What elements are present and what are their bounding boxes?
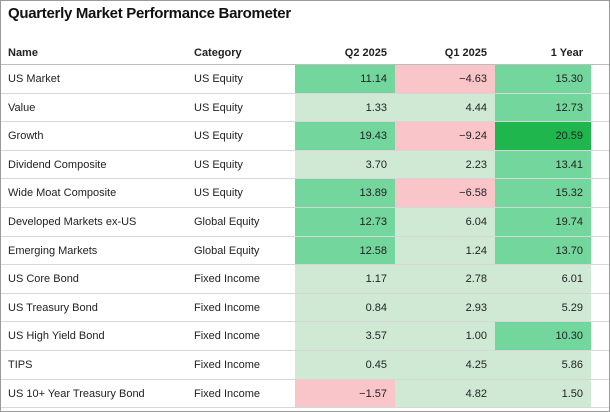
header-separator — [1, 64, 609, 65]
column-header: Q2 2025 — [344, 47, 387, 59]
row-separator — [1, 92, 609, 94]
row-name: TIPS — [8, 359, 33, 371]
row-name: US Treasury Bond — [8, 301, 98, 314]
row-name: Value — [8, 101, 36, 114]
value-cell: −4.63 — [395, 65, 495, 93]
value-cell: 4.82 — [395, 379, 495, 408]
value-cell: 12.58 — [295, 236, 395, 265]
value-cell: 15.32 — [495, 179, 591, 207]
value-cell: 4.44 — [395, 93, 495, 122]
row-separator — [1, 264, 609, 266]
row-name: Developed Markets ex-US — [8, 216, 137, 228]
value-cell: −9.24 — [395, 122, 495, 150]
value-cell: 13.41 — [495, 150, 591, 179]
row-category: Fixed Income — [194, 301, 261, 314]
value-cell: 13.70 — [495, 236, 591, 265]
value-cell: 20.59 — [495, 122, 591, 150]
value-cell: 10.30 — [495, 322, 591, 350]
value-cell: 1.50 — [495, 379, 591, 408]
value-cell: 12.73 — [495, 93, 591, 122]
row-name: Emerging Markets — [8, 244, 98, 257]
value-cell: 6.04 — [395, 208, 495, 236]
row-separator — [1, 207, 609, 208]
row-category: US Equity — [194, 73, 243, 85]
value-cell: 2.93 — [395, 293, 495, 322]
row-separator — [1, 178, 609, 180]
column-header: Name — [8, 47, 38, 59]
row-separator — [1, 321, 609, 323]
row-name: Dividend Composite — [8, 158, 107, 171]
row-category: Global Equity — [194, 244, 260, 257]
row-category: US Equity — [194, 130, 243, 143]
value-cell: 4.25 — [395, 351, 495, 379]
row-separator — [1, 378, 609, 380]
row-separator — [1, 235, 609, 237]
value-cell: 1.33 — [295, 93, 395, 122]
value-cell: 5.86 — [495, 351, 591, 379]
value-cell: 2.78 — [395, 265, 495, 293]
value-cell: 11.14 — [295, 65, 395, 93]
value-cell: 1.24 — [395, 236, 495, 265]
column-header: Q1 2025 — [444, 47, 487, 59]
value-cell: 13.89 — [295, 179, 395, 207]
value-cell: 19.74 — [495, 208, 591, 236]
value-cell: 3.70 — [295, 150, 395, 179]
row-category: Fixed Income — [194, 387, 261, 400]
row-category: Global Equity — [194, 216, 260, 228]
value-cell: 0.84 — [295, 293, 395, 322]
value-cell: 15.30 — [495, 65, 591, 93]
row-category: US Equity — [194, 101, 243, 114]
row-separator — [1, 149, 609, 151]
row-category: Fixed Income — [194, 273, 261, 286]
row-separator — [1, 407, 609, 409]
value-cell: 1.17 — [295, 265, 395, 293]
row-category: US Equity — [194, 158, 243, 171]
row-category: Fixed Income — [194, 359, 261, 371]
value-cell: 19.43 — [295, 122, 395, 150]
row-name: US 10+ Year Treasury Bond — [8, 387, 145, 400]
value-cell: 0.45 — [295, 351, 395, 379]
row-category: Fixed Income — [194, 330, 261, 343]
row-separator — [1, 292, 609, 294]
value-cell: −1.57 — [295, 379, 395, 408]
row-separator — [1, 350, 609, 351]
row-name: Growth — [8, 130, 44, 143]
value-cell: 3.57 — [295, 322, 395, 350]
value-cell: 1.00 — [395, 322, 495, 350]
column-header: Category — [194, 47, 242, 59]
value-cell: 12.73 — [295, 208, 395, 236]
value-cell: 6.01 — [495, 265, 591, 293]
row-name: US High Yield Bond — [8, 330, 105, 343]
column-header: 1 Year — [550, 47, 583, 59]
row-separator — [1, 121, 609, 123]
title: Quarterly Market Performance Barometer — [8, 5, 291, 22]
value-cell: 5.29 — [495, 293, 591, 322]
row-name: Wide Moat Composite — [8, 187, 117, 200]
row-name: US Market — [8, 73, 60, 85]
row-name: US Core Bond — [8, 273, 79, 286]
row-category: US Equity — [194, 187, 243, 200]
value-cell: −6.58 — [395, 179, 495, 207]
value-cell: 2.23 — [395, 150, 495, 179]
